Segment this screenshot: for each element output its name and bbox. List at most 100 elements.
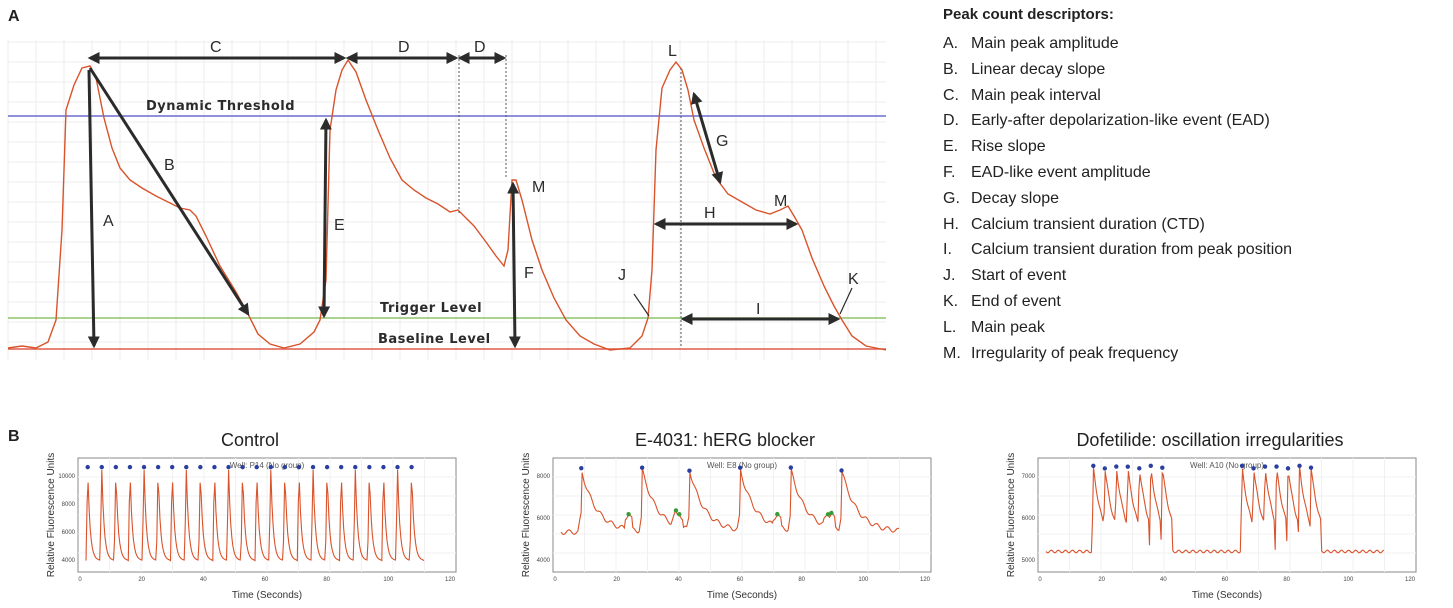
- trace-line: [85, 469, 425, 562]
- x-tick-label: 80: [798, 577, 805, 583]
- marker-e: E: [334, 217, 345, 234]
- peak-marker: [113, 464, 119, 470]
- trace-plot: Well: E8 (No group) 8000 6000 4000 0 20 40 60 80…: [521, 453, 932, 601]
- x-tick-label: 60: [1222, 577, 1229, 583]
- peak-marker: [155, 464, 161, 470]
- peak-marker: [788, 465, 794, 470]
- descriptor-list: A. Main peak amplitude B. Linear decay slop…: [943, 31, 1443, 366]
- descriptor-item: J. Start of event: [943, 263, 1443, 289]
- descriptor-title: Peak count descriptors:: [943, 6, 1114, 23]
- peak-marker: [839, 468, 844, 473]
- descriptor-item: C. Main peak interval: [943, 83, 1443, 109]
- marker-f: F: [524, 265, 534, 282]
- x-tick-label: 40: [200, 577, 207, 583]
- y-tick-label: 8000: [537, 474, 551, 480]
- panel-control: Control Well: P14 (No group) 10000 8000 600…: [40, 428, 460, 608]
- panel-e4031: E-4031: hERG blocker Well: E8 (No group)…: [515, 428, 935, 608]
- ead-marker: [626, 511, 631, 517]
- descriptor-item: G. Decay slope: [943, 186, 1443, 212]
- x-axis-label: Time (Seconds): [1192, 590, 1262, 601]
- dynamic-threshold-label: Dynamic Threshold: [146, 99, 295, 114]
- ead-marker: [673, 508, 679, 513]
- descriptor-key: G.: [943, 189, 960, 207]
- marker-m2: M: [774, 193, 787, 210]
- marker-k: K: [848, 271, 859, 288]
- marker-l: L: [668, 43, 677, 60]
- peak-marker: [639, 465, 645, 470]
- trace-line: [1045, 465, 1385, 554]
- peak-marker: [212, 464, 217, 470]
- peak-marker: [1285, 466, 1291, 471]
- descriptor-key: E.: [943, 138, 959, 156]
- trace-plot: Well: A10 (No group) 7000 6000 5000 0 20 40 60 8…: [1006, 453, 1417, 601]
- descriptor-key: B.: [943, 60, 959, 78]
- x-tick-label: 100: [383, 577, 394, 583]
- descriptor-key: A.: [943, 35, 959, 52]
- descriptor-key: C.: [943, 86, 959, 104]
- x-tick-label: 40: [1160, 577, 1167, 583]
- peak-marker: [687, 468, 692, 473]
- panel-a-label: A: [8, 8, 20, 25]
- descriptor-item: B. Linear decay slope: [943, 57, 1443, 83]
- arrow-f: [507, 181, 521, 349]
- y-tick-label: 6000: [62, 530, 76, 536]
- trace-line: [560, 468, 900, 535]
- y-tick-label: 5000: [1022, 558, 1036, 564]
- y-axis-label: Relative Fluorescence Units: [521, 453, 532, 578]
- panel-title: Dofetilide: oscillation irregularities: [1076, 430, 1344, 450]
- descriptor-item: E. Rise slope: [943, 134, 1443, 160]
- marker-d2: D: [474, 39, 486, 56]
- descriptor-label: End of event: [971, 292, 1061, 310]
- descriptor-key: M.: [943, 344, 961, 362]
- peak-marker: [99, 464, 104, 470]
- marker-d1: D: [398, 39, 410, 56]
- panel-title: E-4031: hERG blocker: [634, 430, 816, 450]
- x-tick-label: 20: [1098, 577, 1105, 583]
- peak-marker: [1274, 464, 1279, 469]
- descriptor-label: Main peak amplitude: [971, 35, 1119, 52]
- panel-b-label: B: [8, 428, 20, 445]
- peak-marker: [184, 464, 189, 470]
- peak-marker: [1262, 464, 1268, 469]
- x-tick-label: 60: [262, 577, 269, 583]
- descriptor-item: M. Irregularity of peak frequency: [943, 341, 1443, 367]
- peak-marker: [579, 465, 584, 471]
- ead-marker: [677, 512, 682, 517]
- peak-marker: [353, 464, 358, 470]
- peak-marker: [1125, 464, 1130, 469]
- descriptor-item: I. Calcium transient duration from peak p…: [943, 237, 1443, 263]
- peak-marker: [367, 464, 372, 470]
- marker-h: H: [704, 205, 716, 222]
- descriptor-label: Rise slope: [971, 138, 1046, 156]
- descriptor-label: EAD-like event amplitude: [971, 163, 1151, 181]
- peak-marker: [381, 464, 386, 470]
- well-label: Well: E8 (No group): [707, 461, 777, 470]
- trace-plot: Well: P14 (No group) 10000 8000 6000 4000 0 20…: [46, 453, 457, 601]
- peak-marker: [1308, 465, 1314, 470]
- peak-marker: [268, 464, 273, 470]
- arrow-b: [88, 67, 250, 317]
- descriptor-label: Early-after depolarization-like event (E…: [971, 112, 1270, 130]
- y-tick-label: 4000: [537, 558, 551, 564]
- peak-marker: [296, 464, 302, 470]
- x-axis-label: Time (Seconds): [707, 590, 777, 601]
- y-tick-label: 6000: [1022, 516, 1036, 522]
- descriptor-item: D. Early-after depolarization-like event …: [943, 108, 1443, 134]
- x-tick-label: 80: [323, 577, 330, 583]
- x-tick-label: 20: [613, 577, 620, 583]
- baseline-level-label: Baseline Level: [378, 332, 491, 347]
- descriptor-key: J.: [943, 267, 956, 285]
- x-tick-label: 40: [675, 577, 682, 583]
- peak-marker: [254, 464, 259, 470]
- peak-marker: [395, 464, 400, 470]
- peak-marker: [1114, 464, 1119, 469]
- ead-marker: [825, 512, 831, 517]
- x-tick-label: 0: [78, 577, 82, 583]
- peak-marker: [1251, 466, 1256, 471]
- descriptor-label: Calcium transient duration from peak pos…: [971, 241, 1293, 259]
- well-label: Well: A10 (No group): [1190, 461, 1264, 470]
- descriptor-key: I.: [943, 241, 952, 259]
- well-label: Well: P14 (No group): [230, 461, 305, 470]
- descriptor-key: F.: [943, 163, 956, 181]
- descriptor-item: F. EAD-like event amplitude: [943, 160, 1443, 186]
